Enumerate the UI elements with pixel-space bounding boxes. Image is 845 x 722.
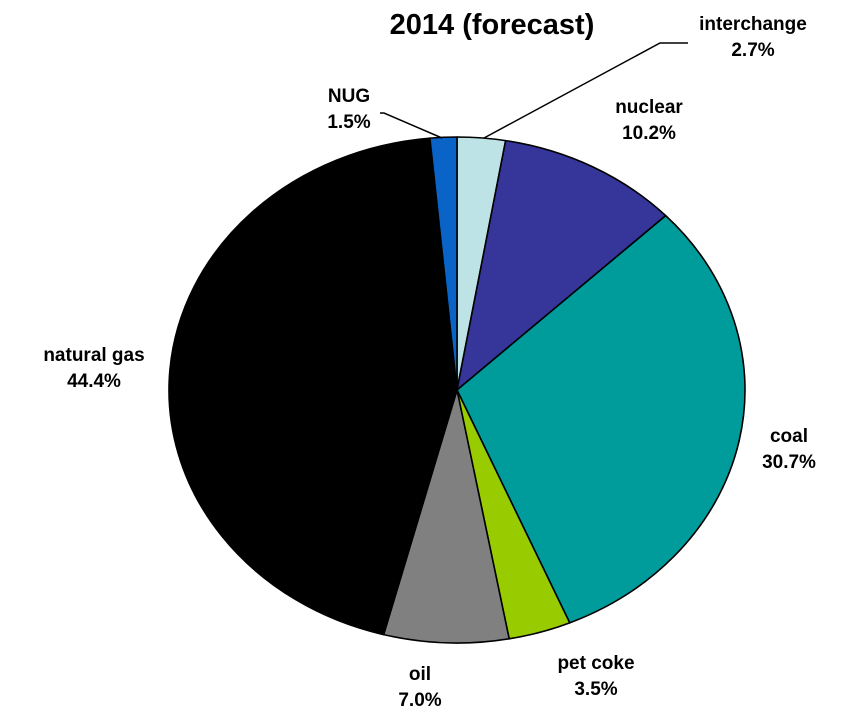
leader-line-nug <box>380 112 443 139</box>
leader-lines <box>380 42 688 139</box>
slice-value-coal: 30.7% <box>762 452 816 473</box>
slice-label-nuclear: nuclear <box>615 97 683 118</box>
pie-slice-oil <box>382 389 510 644</box>
slice-label-pet-coke: pet coke <box>557 653 634 674</box>
leader-line-interchange <box>483 42 688 139</box>
slice-label-oil: oil <box>409 664 431 685</box>
slice-value-oil: 7.0% <box>398 690 441 711</box>
pie-slice-natural-gas <box>168 137 458 636</box>
slice-label-nug: NUG <box>328 86 370 107</box>
pie-slice-nug <box>429 136 458 391</box>
slice-label-coal: coal <box>770 426 808 447</box>
slice-value-interchange: 2.7% <box>731 40 774 61</box>
slice-value-nuclear: 10.2% <box>622 123 676 144</box>
pie-slice-nuclear <box>456 139 667 391</box>
pie-slice-coal <box>456 214 746 624</box>
slice-value-natural-gas: 44.4% <box>67 371 121 392</box>
slice-label-natural-gas: natural gas <box>43 345 144 366</box>
slice-labels: interchange 2.7% nuclear 10.2% coal 30.7% pet … <box>43 14 816 711</box>
chart-title: 2014 (forecast) <box>390 9 595 41</box>
slice-value-pet-coke: 3.5% <box>574 679 617 700</box>
pie-slices <box>168 136 746 644</box>
slice-value-nug: 1.5% <box>327 112 370 133</box>
slice-label-interchange: interchange <box>699 14 807 35</box>
